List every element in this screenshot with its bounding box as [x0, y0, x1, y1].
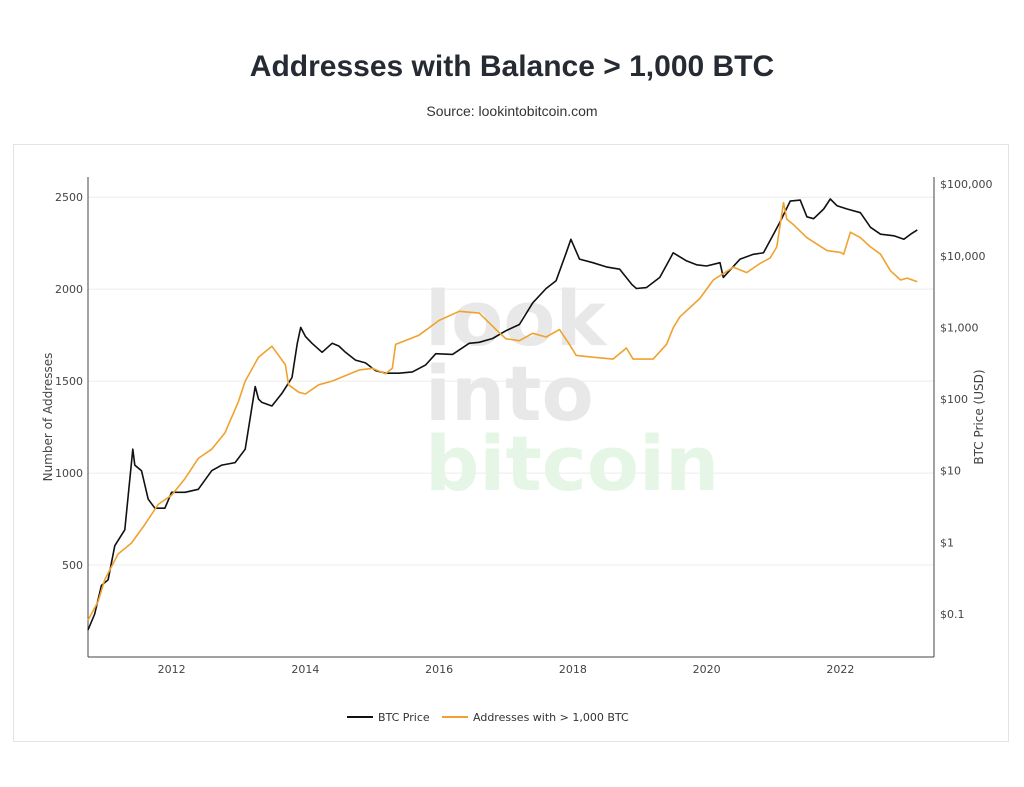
- y2-tick-label: $10: [940, 465, 961, 478]
- y2-tick-label: $1,000: [940, 321, 979, 334]
- x-tick-label: 2020: [693, 663, 721, 676]
- legend-label: BTC Price: [378, 711, 430, 724]
- x-tick-label: 2014: [291, 663, 319, 676]
- x-tick-label: 2022: [826, 663, 854, 676]
- watermark-text: into: [425, 349, 594, 438]
- chart-title: Addresses with Balance > 1,000 BTC: [249, 50, 775, 83]
- y2-tick-label: $1: [940, 536, 954, 549]
- y-tick-label: 1000: [55, 467, 83, 480]
- y2-tick-label: $10,000: [940, 250, 986, 263]
- chart-source: Source: lookintobitcoin.com: [426, 103, 598, 119]
- y-tick-label: 1500: [55, 375, 83, 388]
- x-tick-label: 2012: [158, 663, 186, 676]
- y2-axis-title: BTC Price (USD): [972, 369, 986, 464]
- y-tick-label: 2000: [55, 283, 83, 296]
- y2-tick-label: $0.1: [940, 608, 965, 621]
- y-tick-label: 2500: [55, 191, 83, 204]
- x-tick-label: 2018: [559, 663, 587, 676]
- chart-panel: [13, 144, 1009, 742]
- watermark-text: bitcoin: [425, 419, 719, 508]
- y2-tick-label: $100: [940, 393, 968, 406]
- y2-tick-label: $100,000: [940, 178, 993, 191]
- addresses-line: [87, 201, 918, 621]
- btc-price-line: [87, 198, 918, 631]
- y-tick-label: 500: [62, 559, 83, 572]
- x-tick-label: 2016: [425, 663, 453, 676]
- y-axis-title: Number of Addresses: [41, 353, 55, 482]
- watermark-text: look: [425, 274, 607, 363]
- legend-label: Addresses with > 1,000 BTC: [473, 711, 629, 724]
